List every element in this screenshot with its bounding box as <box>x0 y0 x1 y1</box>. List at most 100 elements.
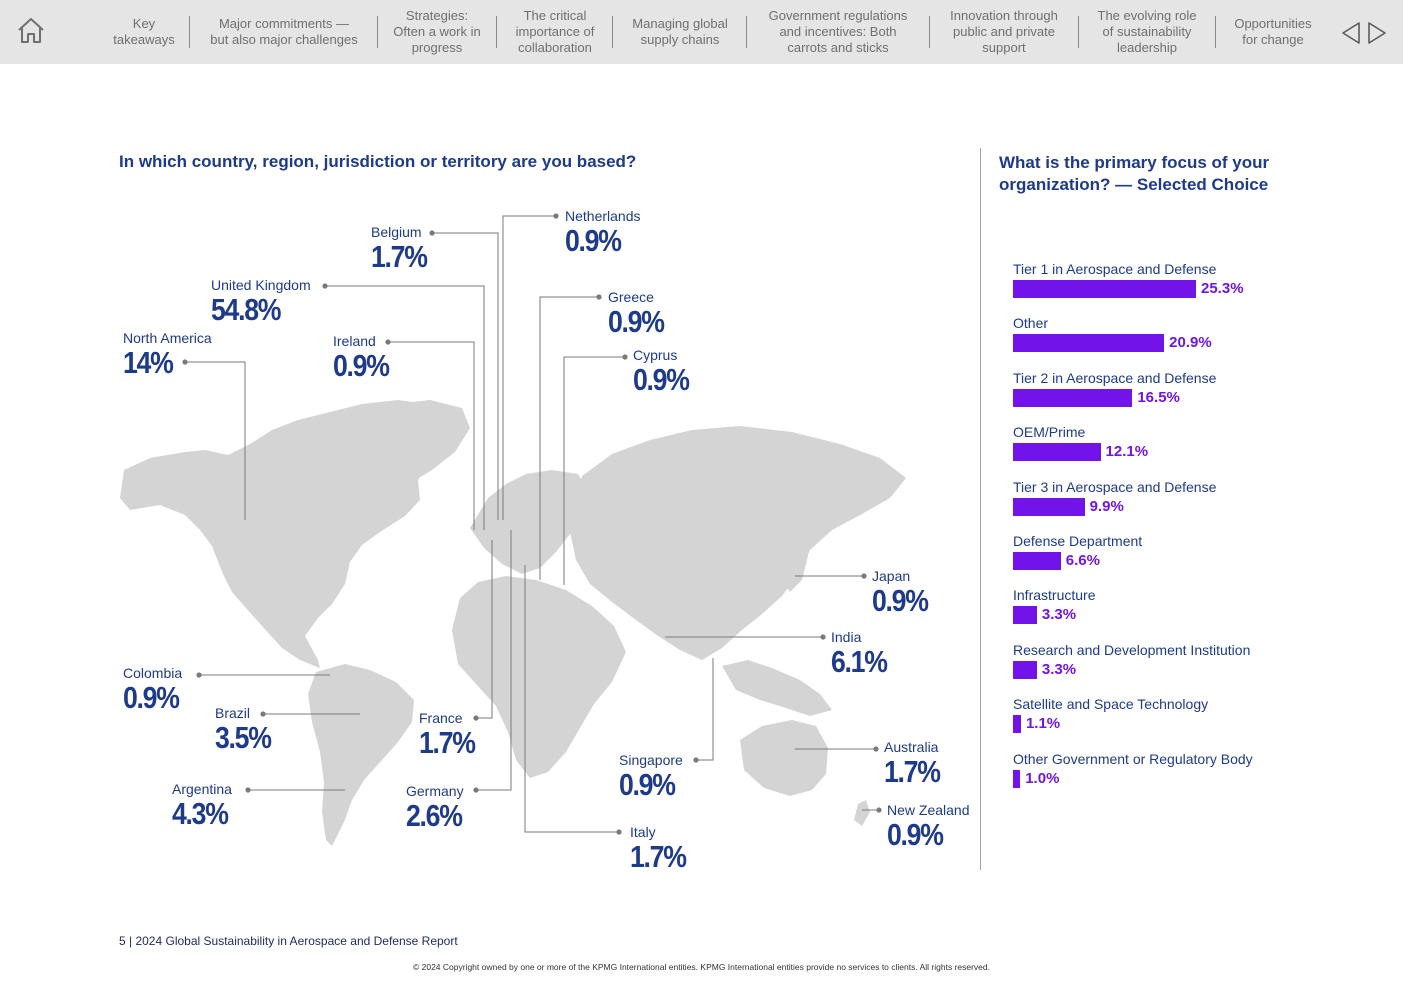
nav-tab-innovation[interactable]: Innovation through public and private supp… <box>932 0 1076 64</box>
nav-tab-label-line: Innovation through <box>950 8 1058 23</box>
callout-greece: Greece 0.9% <box>608 289 673 339</box>
callout-name: Ireland <box>333 333 376 349</box>
bar-label: Tier 2 in Aerospace and Defense <box>1013 369 1217 386</box>
callout-ireland: Ireland 0.9% <box>333 333 398 383</box>
callout-value: 1.7% <box>630 839 687 874</box>
nav-separator <box>746 16 747 48</box>
nav-tab-label-line: for change <box>1242 32 1304 47</box>
callout-value: 0.9% <box>887 817 944 852</box>
callout-colombia: Colombia 0.9% <box>123 665 188 715</box>
callout-value: 1.7% <box>419 725 476 760</box>
bar-value-label: 12.1% <box>1105 443 1149 461</box>
callout-name: France <box>419 710 463 726</box>
callout-name: Italy <box>630 824 656 840</box>
bar-row: Infrastructure 3.3% <box>1013 587 1313 641</box>
continent-south-america <box>308 664 414 846</box>
bar-label: Satellite and Space Technology <box>1013 696 1209 713</box>
callout-name: Australia <box>884 739 939 755</box>
nav-tab-label-line: progress <box>411 40 463 55</box>
nav-tab-label-line: Key <box>132 16 156 31</box>
callout-value: 0.9% <box>333 348 390 383</box>
callout-value: 3.5% <box>215 720 272 755</box>
nav-tab-major-commitments[interactable]: Major commitments — but also major challe… <box>196 0 372 64</box>
bar-label: Tier 3 in Aerospace and Defense <box>1013 478 1217 495</box>
leader-lines <box>185 215 879 833</box>
nav-separator <box>612 16 613 48</box>
nav-tab-label: The critical importance of collaboration <box>516 8 595 56</box>
nav-tab-label-line: but also major challenges <box>210 32 358 47</box>
callout-argentina: Argentina 4.3% <box>172 781 237 831</box>
callout-value: 4.3% <box>172 796 229 831</box>
callout-name: Japan <box>872 568 911 584</box>
callout-singapore: Singapore 0.9% <box>619 752 684 802</box>
callout-united-kingdom: United Kingdom 54.8% <box>211 277 311 327</box>
callout-value: 0.9% <box>608 304 665 339</box>
nav-tab-leadership[interactable]: The evolving role of sustainability leader… <box>1082 0 1212 64</box>
leader-dots <box>182 213 882 835</box>
bar-value-label: 1.0% <box>1025 769 1060 787</box>
bar <box>1013 388 1133 407</box>
nav-tab-label: Major commitments — but also major challe… <box>210 16 357 48</box>
nav-tab-strategies[interactable]: Strategies: Often a work in progress <box>382 0 492 64</box>
nav-tab-supply-chains[interactable]: Managing global supply chains <box>616 0 744 64</box>
callout-italy: Italy 1.7% <box>630 824 695 874</box>
nav-tab-opportunities[interactable]: Opportunities for change <box>1219 0 1327 64</box>
callout-value: 0.9% <box>872 583 929 618</box>
top-navigation: Key takeaways Major commitments — but also… <box>0 0 1403 64</box>
nav-tab-label-line: Managing global <box>632 16 728 31</box>
callout-netherlands: Netherlands 0.9% <box>565 208 641 258</box>
continent-japan <box>782 540 808 592</box>
section-divider <box>980 148 981 870</box>
callout-name: Argentina <box>172 781 232 797</box>
bar <box>1013 715 1021 734</box>
callout-north-america: North America 14% <box>123 330 212 380</box>
callout-value: 0.9% <box>123 680 180 715</box>
continent-africa <box>452 576 626 778</box>
continent-north-america <box>120 400 460 668</box>
callout-name: New Zealand <box>887 802 970 818</box>
bar-label: Tier 1 in Aerospace and Defense <box>1013 261 1217 277</box>
continent-australia <box>740 720 828 796</box>
bar <box>1013 497 1085 516</box>
callout-japan: Japan 0.9% <box>872 568 937 618</box>
callout-value: 0.9% <box>619 767 676 802</box>
arrow-left-icon[interactable] <box>1340 20 1362 46</box>
home-icon[interactable] <box>14 14 48 48</box>
callout-name: Colombia <box>123 665 183 681</box>
bar-label: Defense Department <box>1013 533 1143 549</box>
bar <box>1013 334 1165 353</box>
nav-separator <box>1215 16 1216 48</box>
bar-label: Infrastructure <box>1013 587 1096 604</box>
nav-tab-government-regulations[interactable]: Government regulations and incentives: Bo… <box>750 0 926 64</box>
nav-tab-label-line: Government regulations <box>768 8 908 23</box>
copyright-text: © 2024 Copyright owned by one or more of… <box>413 962 990 972</box>
nav-separator <box>1078 16 1079 48</box>
nav-tab-label-line: takeaways <box>113 32 175 47</box>
nav-tab-collaboration[interactable]: The critical importance of collaboration <box>500 0 610 64</box>
bar-row: Research and Development Institution 3.3% <box>1013 642 1313 696</box>
nav-separator <box>189 16 190 48</box>
callout-name: Greece <box>608 289 654 305</box>
bar-label: Other Government or Regulatory Body <box>1013 750 1253 767</box>
callout-value: 0.9% <box>565 223 622 258</box>
bar <box>1013 660 1037 679</box>
callout-value: 0.9% <box>633 362 690 397</box>
callout-belgium: Belgium 1.7% <box>371 224 436 274</box>
nav-tab-label-line: supply chains <box>640 32 720 47</box>
bar-value-label: 3.3% <box>1041 660 1077 678</box>
bar-row: Tier 3 in Aerospace and Defense 9.9% <box>1013 479 1313 533</box>
callout-germany: Germany 2.6% <box>406 783 471 833</box>
bar <box>1013 443 1101 462</box>
nav-separator <box>377 16 378 48</box>
bar-row: Other 20.9% <box>1013 315 1313 369</box>
callout-name: North America <box>123 330 212 346</box>
nav-tab-key-takeaways[interactable]: Key takeaways <box>104 0 184 64</box>
arrow-right-icon[interactable] <box>1366 20 1388 46</box>
nav-tab-label-line: Strategies: <box>405 8 469 23</box>
callout-name: Netherlands <box>565 208 641 224</box>
bar <box>1013 280 1196 298</box>
callout-name: United Kingdom <box>211 277 311 293</box>
nav-tab-label-line: The critical <box>523 8 587 23</box>
nav-tab-label: Government regulations and incentives: Bo… <box>769 8 908 56</box>
